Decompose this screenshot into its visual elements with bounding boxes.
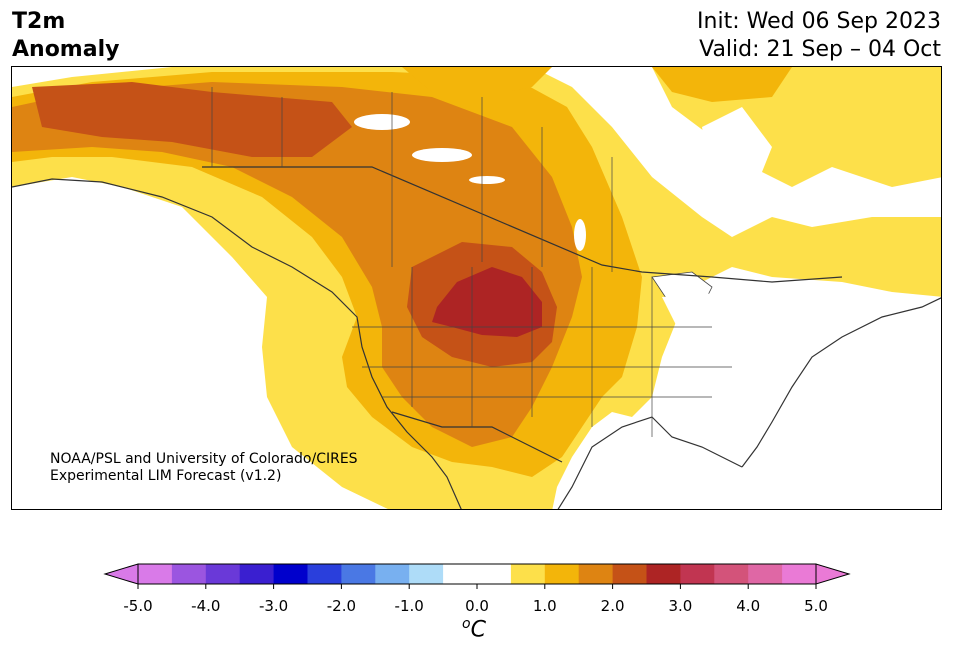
valid-date: Valid: 21 Sep – 04 Oct (699, 37, 941, 62)
colorbar-cell (646, 564, 681, 584)
colorbar-cell (748, 564, 783, 584)
colorbar-cell (171, 564, 207, 584)
colorbar-ticks: -5.0 -4.0 -3.0 -2.0 -1.0 0.0 1.0 2.0 3.0 4.0 5.0 (123, 584, 828, 615)
title-line-1: T2m (12, 9, 66, 34)
credit-line-2: Experimental LIM Forecast (v1.2) (50, 468, 282, 484)
colorbar-tick-label: -1.0 (395, 597, 424, 615)
anomaly-region-1-5 (12, 82, 582, 447)
hudson-bay (702, 107, 772, 217)
init-date: Init: Wed 06 Sep 2023 (697, 9, 941, 34)
colorbar-cell (138, 564, 173, 584)
colorbar-tick-label: -2.0 (327, 597, 356, 615)
unit-text: C (470, 617, 486, 643)
title-line-2: Anomaly (12, 37, 120, 62)
colorbar-cell (273, 564, 308, 584)
colorbar-cell (375, 564, 410, 584)
lake-winnipeg (574, 219, 586, 251)
colorbar-cell (782, 564, 817, 584)
colorbar-tick-label: 3.0 (668, 597, 692, 615)
colorbar: -5.0 -4.0 -3.0 -2.0 -1.0 0.0 1.0 2.0 3.0 4.0 5.0 (103, 563, 851, 615)
anomaly-region-1-0-ne (652, 67, 792, 102)
state-lines (352, 267, 732, 437)
anomaly-region-1-0-north (402, 67, 552, 97)
canada-us-border (202, 166, 843, 283)
colorbar-tick-label: 4.0 (736, 597, 760, 615)
colorbar-cell (239, 564, 275, 584)
colorbar-tick-label: 0.0 (465, 597, 489, 615)
colorbar-tick-label: 2.0 (601, 597, 625, 615)
anomaly-region-2-0 (32, 82, 352, 157)
atlantic-coastline (741, 297, 941, 468)
unit-label: oC (462, 616, 486, 642)
anomaly-map: NOAA/PSL and University of Colorado/CIRE… (11, 66, 942, 510)
lake-athabasca (469, 176, 505, 184)
neutral-east-us (657, 287, 832, 442)
colorbar-tick-label: 5.0 (804, 597, 828, 615)
colorbar-cell (341, 564, 376, 584)
colorbar-cell (477, 564, 512, 584)
boundaries (12, 87, 941, 509)
anomaly-region-2-5 (432, 267, 542, 337)
colorbar-tick-label: -4.0 (191, 597, 220, 615)
anomaly-field (12, 67, 941, 509)
forecast-dates: Init: Wed 06 Sep 2023 Valid: 21 Sep – 04… (697, 8, 941, 64)
map-canvas (12, 67, 941, 509)
us-mexico-border (391, 411, 563, 463)
colorbar-cell (443, 564, 478, 584)
colorbar-right-extend (815, 563, 851, 585)
chart-title: T2m Anomaly (12, 8, 119, 64)
colorbar-cells (138, 564, 817, 584)
colorbar-tick-label: -5.0 (123, 597, 152, 615)
pacific-coastline (12, 178, 462, 509)
colorbar-cell (714, 564, 749, 584)
colorbar-tick-label: 1.0 (533, 597, 557, 615)
unit-superscript: o (462, 616, 471, 632)
credit-line-1: NOAA/PSL and University of Colorado/CIRE… (50, 451, 358, 467)
great-bear-lake (354, 114, 410, 130)
colorbar-cell (307, 564, 342, 584)
colorbar-cell (510, 564, 546, 584)
great-slave-lake (412, 148, 472, 162)
colorbar-cell (205, 564, 241, 584)
colorbar-cell (612, 564, 647, 584)
colorbar-cell (578, 564, 614, 584)
colorbar-cell (544, 564, 580, 584)
province-lines (211, 87, 613, 272)
colorbar-cell (680, 564, 715, 584)
colorbar-left-extend (103, 563, 139, 585)
colorbar-cell (409, 564, 444, 584)
colorbar-tick-label: -3.0 (259, 597, 288, 615)
credit: NOAA/PSL and University of Colorado/CIRE… (50, 451, 358, 485)
